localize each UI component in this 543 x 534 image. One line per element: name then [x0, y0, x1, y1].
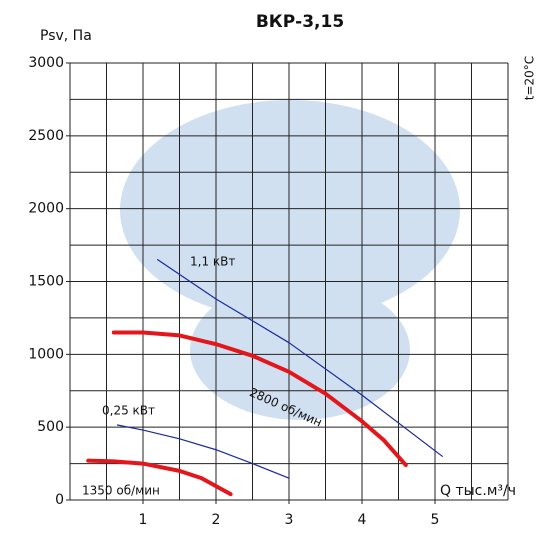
y-axis-label: Psv, Па [40, 28, 92, 44]
x-tick-label: 2 [212, 512, 221, 528]
curve [86, 458, 233, 497]
x-tick-label: 1 [139, 512, 148, 528]
temperature-note: t=20°C [523, 56, 537, 100]
y-tick-label: 1500 [28, 274, 64, 290]
curve-label: 1,1 кВт [190, 255, 235, 269]
curve [111, 330, 408, 468]
y-tick-label: 2500 [28, 128, 64, 144]
curve-label: 0,25 кВт [102, 404, 155, 418]
y-tick-label: 500 [37, 419, 64, 435]
y-tick-label: 3000 [28, 55, 64, 71]
x-tick-label: 4 [358, 512, 367, 528]
x-tick-label: 3 [285, 512, 294, 528]
y-tick-label: 0 [55, 492, 64, 508]
x-axis-label: Q тыс.м³/ч [440, 483, 516, 499]
curve [157, 259, 443, 457]
y-tick-label: 1000 [28, 346, 64, 362]
chart-title: ВКР-3,15 [256, 12, 344, 32]
y-tick-label: 2000 [28, 201, 64, 217]
curve [116, 424, 290, 479]
x-tick-label: 5 [431, 512, 440, 528]
curve-label: 1350 об/мин [82, 484, 160, 498]
